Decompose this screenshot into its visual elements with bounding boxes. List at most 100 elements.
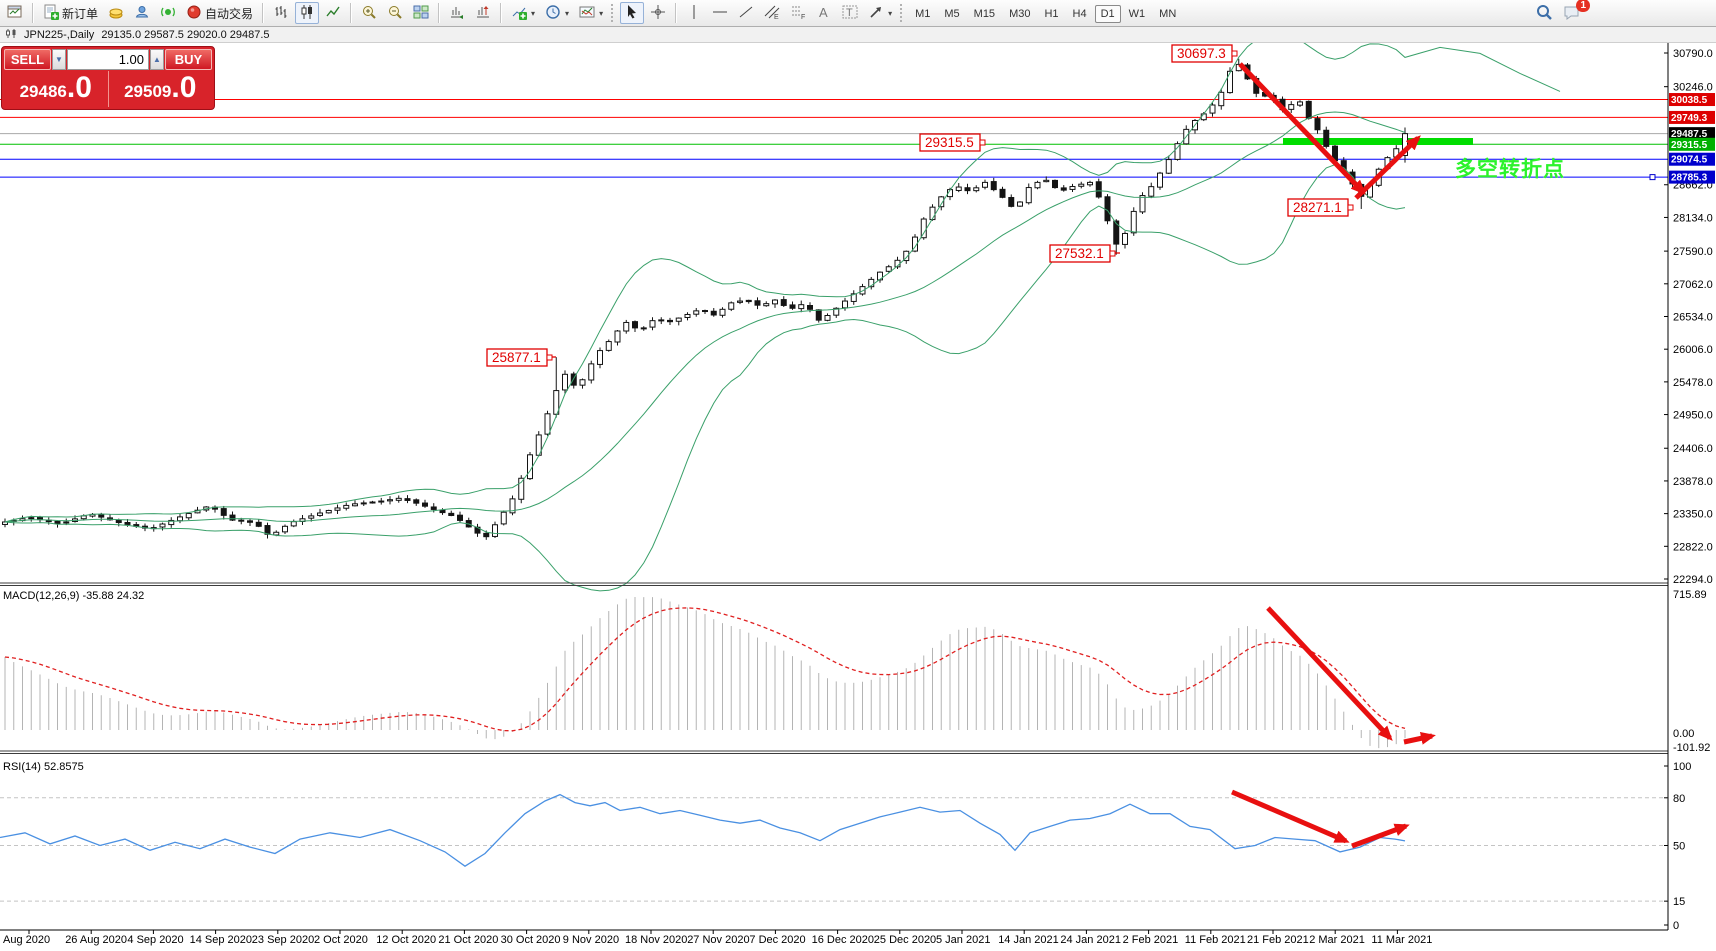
svg-text:26534.0: 26534.0 [1673,311,1713,323]
search-button[interactable] [1531,2,1557,24]
volume-increase-button[interactable]: ▲ [150,49,164,70]
zoom-out-button[interactable] [383,2,407,24]
trendline-button[interactable] [734,2,758,24]
svg-text:23350.0: 23350.0 [1673,509,1713,521]
svg-text:29315.5: 29315.5 [925,135,974,150]
separator [262,3,265,23]
toolbar-right-icons: 1 [1530,0,1590,24]
svg-text:0: 0 [1673,920,1679,932]
price-badge [1669,93,1715,107]
separator [675,3,678,23]
chart-shift-button[interactable] [471,2,495,24]
line-chart-button[interactable] [321,2,345,24]
svg-text:28134.0: 28134.0 [1673,212,1713,224]
svg-text:Aug 2020: Aug 2020 [3,934,50,946]
templates-button[interactable]: ▾ [575,2,607,24]
vertical-line-button[interactable] [682,2,706,24]
arrow-up-icon: ▲ [153,55,161,64]
svg-text:12 Oct 2020: 12 Oct 2020 [376,934,436,946]
macd-panel: MACD(12,26,9) -35.88 24.32 715.89 0.00 -101… [3,589,1710,754]
price-badge [1669,110,1715,124]
timeframe-d1-button[interactable]: D1 [1094,4,1121,23]
cursor-button[interactable] [620,2,645,24]
auto-trading-label: 自动交易 [205,6,254,21]
svg-text:28271.1: 28271.1 [1293,200,1342,215]
svg-text:80: 80 [1673,793,1685,805]
channel-button[interactable]: E [760,2,784,24]
chart-ohlc-values: 29135.0 29587.5 29020.0 29487.5 [101,28,270,41]
timeframe-mn-button[interactable]: MN [1153,5,1182,23]
timeframe-h4-button[interactable]: H4 [1067,5,1093,23]
svg-text:F: F [801,14,805,20]
svg-text:0.00: 0.00 [1673,728,1694,740]
text-label-button[interactable]: T [838,2,862,24]
volume-input[interactable] [67,49,149,70]
svg-text:-101.92: -101.92 [1673,742,1710,754]
svg-text:27 Nov 2020: 27 Nov 2020 [687,934,749,946]
line-chart-icon [325,4,341,23]
auto-trading-button[interactable]: 自动交易 [182,2,257,24]
periods-button[interactable]: ▾ [541,2,573,24]
svg-text:24 Jan 2021: 24 Jan 2021 [1060,934,1121,946]
candlesticks [2,58,1408,540]
svg-text:2 Feb 2021: 2 Feb 2021 [1123,934,1179,946]
svg-text:30790.0: 30790.0 [1673,48,1713,60]
auto-scroll-button[interactable] [445,2,469,24]
turning-point-annotation: 多空转折点 [1455,157,1565,181]
horizontal-line-icon [712,4,728,23]
svg-text:23878.0: 23878.0 [1673,476,1713,488]
indicators-button[interactable]: ▾ [507,2,539,24]
notifications-button[interactable]: 1 [1559,0,1590,24]
timeframe-h1-button[interactable]: H1 [1038,5,1064,23]
horizontal-level-lines [0,99,1668,178]
dropdown-arrow-icon: ▾ [565,8,570,18]
buy-button[interactable]: BUY [165,49,212,70]
trend-arrow [1403,731,1436,745]
chart-symbol-period: JPN225-,Daily [24,28,95,41]
text-button[interactable]: A [812,2,836,24]
signals-button[interactable] [156,2,180,24]
accounts-button[interactable] [130,2,154,24]
svg-text:50: 50 [1673,841,1685,853]
svg-text:18 Nov 2020: 18 Nov 2020 [625,934,687,946]
crosshair-button[interactable] [646,2,670,24]
horizontal-line-button[interactable] [708,2,732,24]
shapes-button[interactable]: ▾ [864,2,896,24]
channel-icon: E [764,4,780,23]
svg-text:24406.0: 24406.0 [1673,443,1713,455]
sell-price[interactable]: 29486.0 [4,71,108,107]
template-icon [579,4,595,23]
svg-text:23 Sep 2020: 23 Sep 2020 [252,934,314,946]
zoom-in-button[interactable] [357,2,381,24]
svg-text:100: 100 [1673,761,1691,773]
buy-price[interactable]: 29509.0 [107,71,213,107]
fibonacci-button[interactable]: F [786,2,810,24]
timeframe-m1-button[interactable]: M1 [909,5,936,23]
object-handle [1649,174,1656,181]
timeframe-w1-button[interactable]: W1 [1123,5,1152,23]
sell-button[interactable]: SELL [4,49,51,70]
arrow-down-icon: ▼ [55,55,63,64]
new-order-icon [43,4,59,23]
candlestick-chart-button[interactable] [295,2,320,24]
tile-windows-button[interactable] [409,2,433,24]
bar-chart-button[interactable] [269,2,293,24]
sell-price-int: 29486 [19,82,67,101]
timeframe-m5-button[interactable]: M5 [938,5,965,23]
svg-text:11 Mar 2021: 11 Mar 2021 [1371,934,1432,946]
text-label-icon: T [842,4,858,23]
svg-text:21 Oct 2020: 21 Oct 2020 [438,934,498,946]
svg-text:5 Jan 2021: 5 Jan 2021 [936,934,990,946]
timeframe-m30-button[interactable]: M30 [1003,5,1036,23]
chart-window-button[interactable] [3,2,27,24]
volume-decrease-button[interactable]: ▼ [52,49,66,70]
svg-text:9 Nov 2020: 9 Nov 2020 [563,934,619,946]
timeframe-m15-button[interactable]: M15 [968,5,1001,23]
svg-text:E: E [774,14,779,20]
zoom-in-icon [361,4,377,23]
new-order-button[interactable]: 新订单 [39,2,102,24]
separator [500,3,503,23]
quotes-button[interactable] [104,2,128,24]
trade-prices-row: 29486.0 29509.0 [4,71,212,107]
